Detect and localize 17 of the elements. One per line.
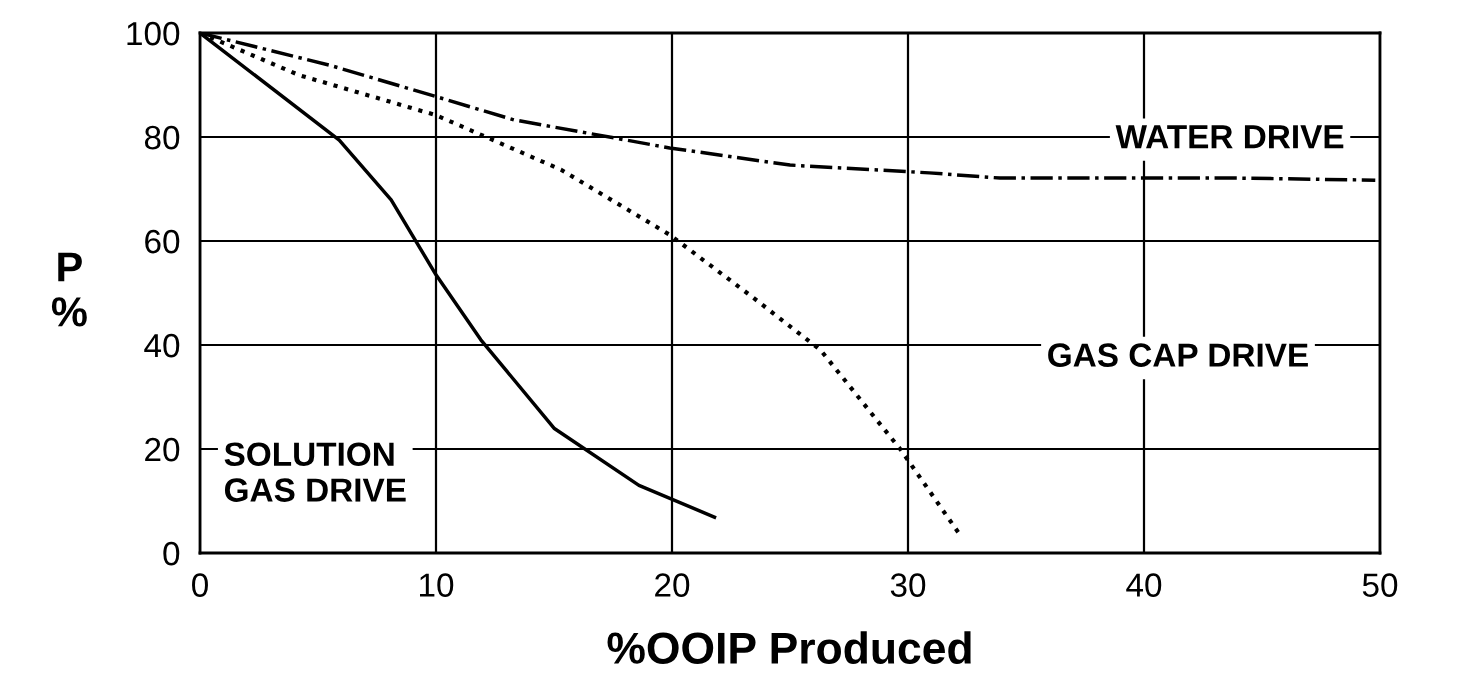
x-axis-title: %OOIP Produced [607, 631, 971, 664]
annotation: SOLUTION GAS DRIVE [224, 442, 406, 502]
y-tick-label: 80 [144, 125, 180, 150]
x-tick-label: 50 [1362, 573, 1398, 597]
x-tick-label: 20 [655, 573, 690, 597]
y-tick-label: 20 [145, 437, 180, 462]
y-tick-label: 60 [145, 229, 180, 254]
x-tick-label: 0 [192, 573, 208, 597]
x-tick-label: 40 [1126, 573, 1162, 597]
y-tick-label: 100 [127, 21, 180, 46]
y-axis-title: P % [51, 252, 87, 327]
x-tick-label: 30 [890, 573, 926, 597]
y-tick-label: 40 [144, 333, 180, 358]
annotation: WATER DRIVE [1115, 125, 1344, 149]
annotation: GAS CAP DRIVE [1048, 343, 1308, 367]
y-tick-label: 0 [163, 541, 180, 566]
x-tick-label: 10 [420, 573, 454, 597]
